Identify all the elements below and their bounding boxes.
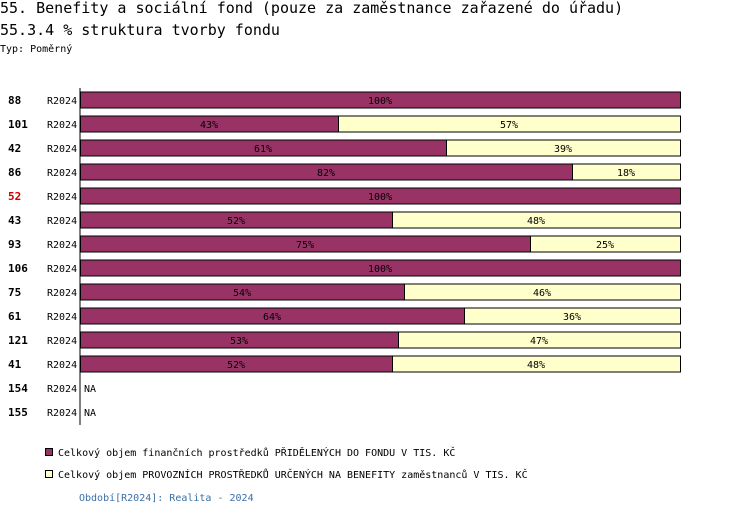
data-label-series1: 52% (227, 216, 245, 227)
data-label-series1: 75% (296, 240, 314, 251)
bar-series2 (464, 307, 681, 325)
period-label: R2024 (47, 120, 77, 131)
category-label: 86 (8, 166, 22, 179)
period-label: R2024 (47, 144, 77, 155)
chart-subtitle: 55.3.4 % struktura tvorby fondu (0, 21, 280, 39)
bar-series1 (80, 91, 681, 109)
legend-swatch (45, 470, 53, 478)
category-label: 52 (8, 190, 21, 203)
chart-type-label: Typ: Poměrný (0, 44, 73, 55)
data-label-series2: 25% (596, 240, 614, 251)
category-label: 42 (8, 142, 21, 155)
bar-series2 (530, 235, 681, 253)
na-label: NA (84, 408, 96, 419)
data-label-series1: 54% (233, 288, 251, 299)
category-label: 61 (8, 310, 22, 323)
data-label-series2: 18% (617, 168, 635, 179)
data-label-series1: 100% (368, 192, 392, 203)
period-label: R2024 (47, 288, 77, 299)
bar-series1 (80, 259, 681, 277)
category-label: 41 (8, 358, 22, 371)
period-label: R2024 (47, 312, 77, 323)
data-label-series2: 46% (533, 288, 551, 299)
category-label: 101 (8, 118, 28, 131)
bar-series2 (398, 331, 681, 349)
period-footnote: Období[R2024]: Realita - 2024 (79, 493, 254, 504)
category-label: 121 (8, 334, 28, 347)
bar-series2 (446, 139, 681, 157)
category-label: 154 (8, 382, 28, 395)
data-label-series1: 52% (227, 360, 245, 371)
period-label: R2024 (47, 216, 77, 227)
data-label-series1: 53% (230, 336, 248, 347)
category-label: 155 (8, 406, 28, 419)
period-label: R2024 (47, 96, 77, 107)
na-label: NA (84, 384, 96, 395)
period-label: R2024 (47, 336, 77, 347)
stacked-bar-chart: 88 R2024 100% 101 R2024 43% 57% 42 R2024 61% 39% 86… (8, 88, 681, 481)
bar-series2 (338, 115, 681, 133)
category-label: 93 (8, 238, 21, 251)
period-label: R2024 (47, 240, 77, 251)
data-label-series1: 43% (200, 120, 218, 131)
period-label: R2024 (47, 360, 77, 371)
period-label: R2024 (47, 384, 77, 395)
data-label-series2: 48% (527, 360, 545, 371)
period-label: R2024 (47, 264, 77, 275)
bar-series1 (80, 187, 681, 205)
data-label-series2: 48% (527, 216, 545, 227)
data-label-series2: 39% (554, 144, 572, 155)
data-label-series1: 100% (368, 264, 392, 275)
period-label: R2024 (47, 168, 77, 179)
period-label: R2024 (47, 408, 77, 419)
category-label: 88 (8, 94, 21, 107)
category-label: 106 (8, 262, 28, 275)
chart-title: 55. Benefity a sociální fond (pouze za z… (0, 0, 624, 17)
data-label-series1: 100% (368, 96, 392, 107)
category-label: 43 (8, 214, 21, 227)
data-label-series2: 47% (530, 336, 548, 347)
data-label-series2: 36% (563, 312, 581, 323)
category-label: 75 (8, 286, 21, 299)
data-label-series2: 57% (500, 120, 518, 131)
legend-label: Celkový objem PROVOZNÍCH PROSTŘEDKŮ URČE… (58, 468, 528, 481)
bar-series2 (392, 355, 681, 373)
legend-label: Celkový objem finančních prostředků PŘID… (58, 446, 455, 459)
data-label-series1: 61% (254, 144, 272, 155)
bar-series2 (572, 163, 681, 181)
legend-swatch (45, 448, 53, 456)
bar-series2 (392, 211, 681, 229)
bar-series2 (404, 283, 681, 301)
data-label-series1: 82% (317, 168, 335, 179)
data-label-series1: 64% (263, 312, 281, 323)
period-label: R2024 (47, 192, 77, 203)
